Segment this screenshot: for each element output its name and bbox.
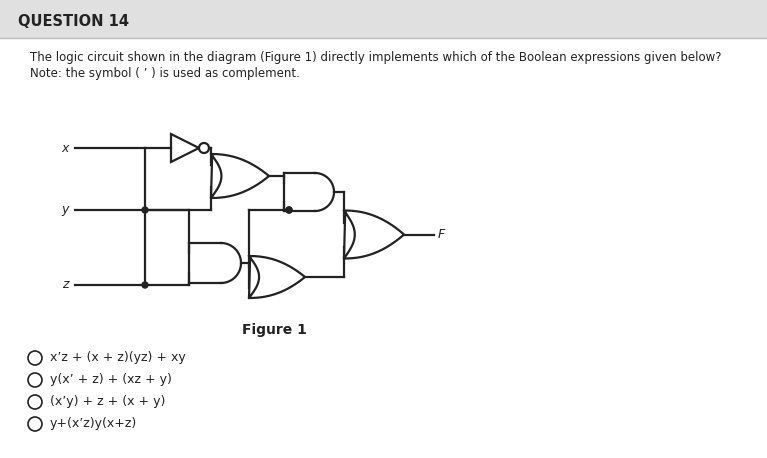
Text: y(x’ + z) + (xz + y): y(x’ + z) + (xz + y) — [50, 374, 172, 387]
Text: y: y — [61, 203, 69, 217]
Text: x’z + (x + z)(yz) + xy: x’z + (x + z)(yz) + xy — [50, 351, 186, 365]
Text: z: z — [62, 278, 68, 291]
Text: Note: the symbol ( ’ ) is used as complement.: Note: the symbol ( ’ ) is used as comple… — [30, 67, 300, 81]
Circle shape — [286, 207, 292, 213]
Bar — [0, 0, 767, 38]
Text: (x’y) + z + (x + y): (x’y) + z + (x + y) — [50, 396, 166, 409]
Text: Figure 1: Figure 1 — [242, 323, 307, 337]
Circle shape — [142, 207, 148, 213]
Text: F: F — [438, 228, 446, 241]
Text: x: x — [61, 142, 69, 154]
Text: The logic circuit shown in the diagram (Figure 1) directly implements which of t: The logic circuit shown in the diagram (… — [30, 51, 722, 65]
Circle shape — [286, 207, 292, 213]
Text: y+(x’z)y(x+z): y+(x’z)y(x+z) — [50, 418, 137, 431]
Circle shape — [142, 282, 148, 288]
Text: QUESTION 14: QUESTION 14 — [18, 15, 129, 29]
